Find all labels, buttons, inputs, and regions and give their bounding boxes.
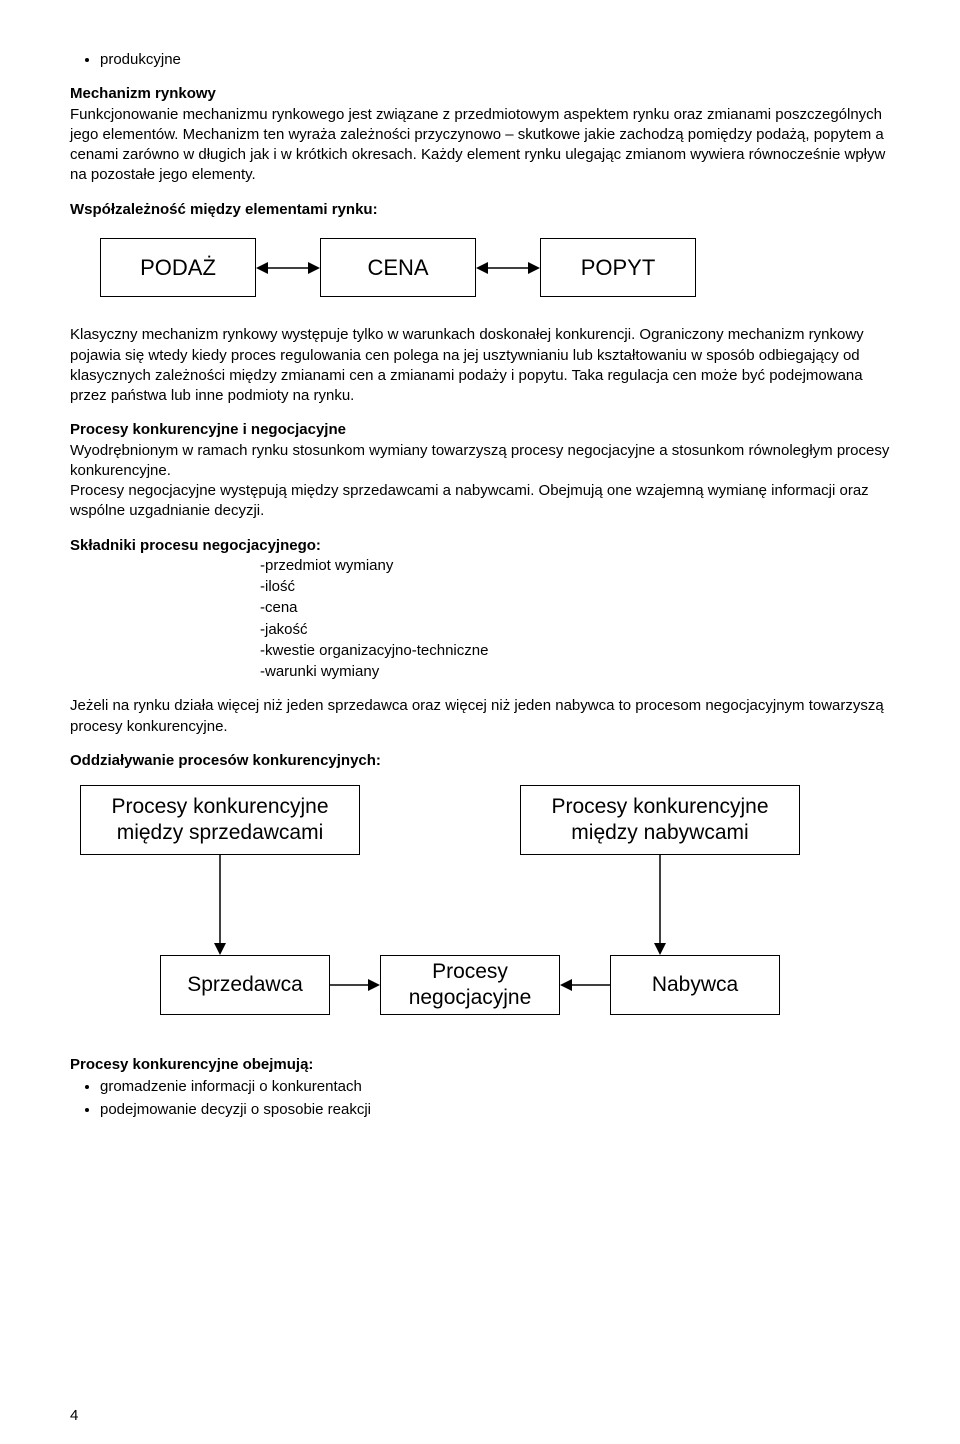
subheading: Współzależność między elementami rynku:: [70, 201, 378, 218]
diagram-box-cena: CENA: [320, 238, 476, 298]
heading-obejmuja: Procesy konkurencyjne obejmują:: [70, 1056, 313, 1073]
list-item: -cena: [260, 598, 900, 618]
section-3: Procesy konkurencyjne i negocjacyjne Wyo…: [70, 420, 900, 521]
diagram-market-elements: PODAŻ CENA POPYT: [100, 238, 900, 298]
list-item: podejmowanie decyzji o sposobie reakcji: [100, 1100, 900, 1120]
page-number: 4: [70, 1406, 78, 1426]
section-1: Mechanizm rynkowy Funkcjonowanie mechani…: [70, 84, 900, 185]
paragraph-text: Współzależność między elementami rynku:: [70, 200, 900, 220]
bullet-list-top: produkcyjne: [70, 50, 900, 70]
double-arrow-icon: [256, 258, 320, 278]
diagram-box-buyer: Nabywca: [610, 955, 780, 1015]
diagram-box-buyers: Procesy konkurencyjne między nabywcami: [520, 785, 800, 855]
node-label: między nabywcami: [571, 821, 748, 844]
paragraph-text: Funkcjonowanie mechanizmu rynkowego jest…: [70, 106, 885, 184]
diagram-competition-processes: Procesy konkurencyjne między sprzedawcam…: [70, 785, 900, 1035]
node-label: Procesy konkurencyjne: [111, 795, 328, 818]
heading-mechanizm: Mechanizm rynkowy: [70, 85, 216, 102]
list-item: -ilość: [260, 577, 900, 597]
double-arrow-icon: [476, 258, 540, 278]
paragraph-text: Jeżeli na rynku działa więcej niż jeden …: [70, 696, 900, 737]
list-item: -przedmiot wymiany: [260, 556, 900, 576]
list-item: -kwestie organizacyjno-techniczne: [260, 641, 900, 661]
node-label: Nabywca: [652, 972, 738, 998]
diagram-box-sellers: Procesy konkurencyjne między sprzedawcam…: [80, 785, 360, 855]
node-label: negocjacyjne: [409, 986, 532, 1009]
heading-skladniki: Składniki procesu negocjacyjnego:: [70, 537, 321, 554]
diagram-box-seller: Sprzedawca: [160, 955, 330, 1015]
diagram-box-podaz: PODAŻ: [100, 238, 256, 298]
node-label: Sprzedawca: [187, 972, 303, 998]
list-item: -jakość: [260, 620, 900, 640]
component-list: -przedmiot wymiany -ilość -cena -jakość …: [260, 556, 900, 683]
list-item: -warunki wymiany: [260, 662, 900, 682]
node-label: Procesy konkurencyjne: [551, 795, 768, 818]
list-item: produkcyjne: [100, 50, 900, 70]
node-label: między sprzedawcami: [117, 821, 324, 844]
paragraph-text: Wyodrębnionym w ramach rynku stosunkom w…: [70, 442, 889, 479]
paragraph-text: Klasyczny mechanizm rynkowy występuje ty…: [70, 325, 900, 406]
section-4: Składniki procesu negocjacyjnego: -przed…: [70, 536, 900, 683]
list-item: gromadzenie informacji o konkurentach: [100, 1077, 900, 1097]
paragraph-text: Procesy negocjacyjne występują między sp…: [70, 482, 869, 519]
node-label: Procesy: [432, 960, 508, 983]
section-7: Procesy konkurencyjne obejmują: gromadze…: [70, 1055, 900, 1120]
heading-oddzialywanie: Oddziaływanie procesów konkurencyjnych:: [70, 751, 900, 771]
diagram-box-negotiation: Procesy negocjacyjne: [380, 955, 560, 1015]
diagram-box-popyt: POPYT: [540, 238, 696, 298]
bullet-list-bottom: gromadzenie informacji o konkurentach po…: [70, 1077, 900, 1120]
heading-procesy: Procesy konkurencyjne i negocjacyjne: [70, 421, 346, 438]
